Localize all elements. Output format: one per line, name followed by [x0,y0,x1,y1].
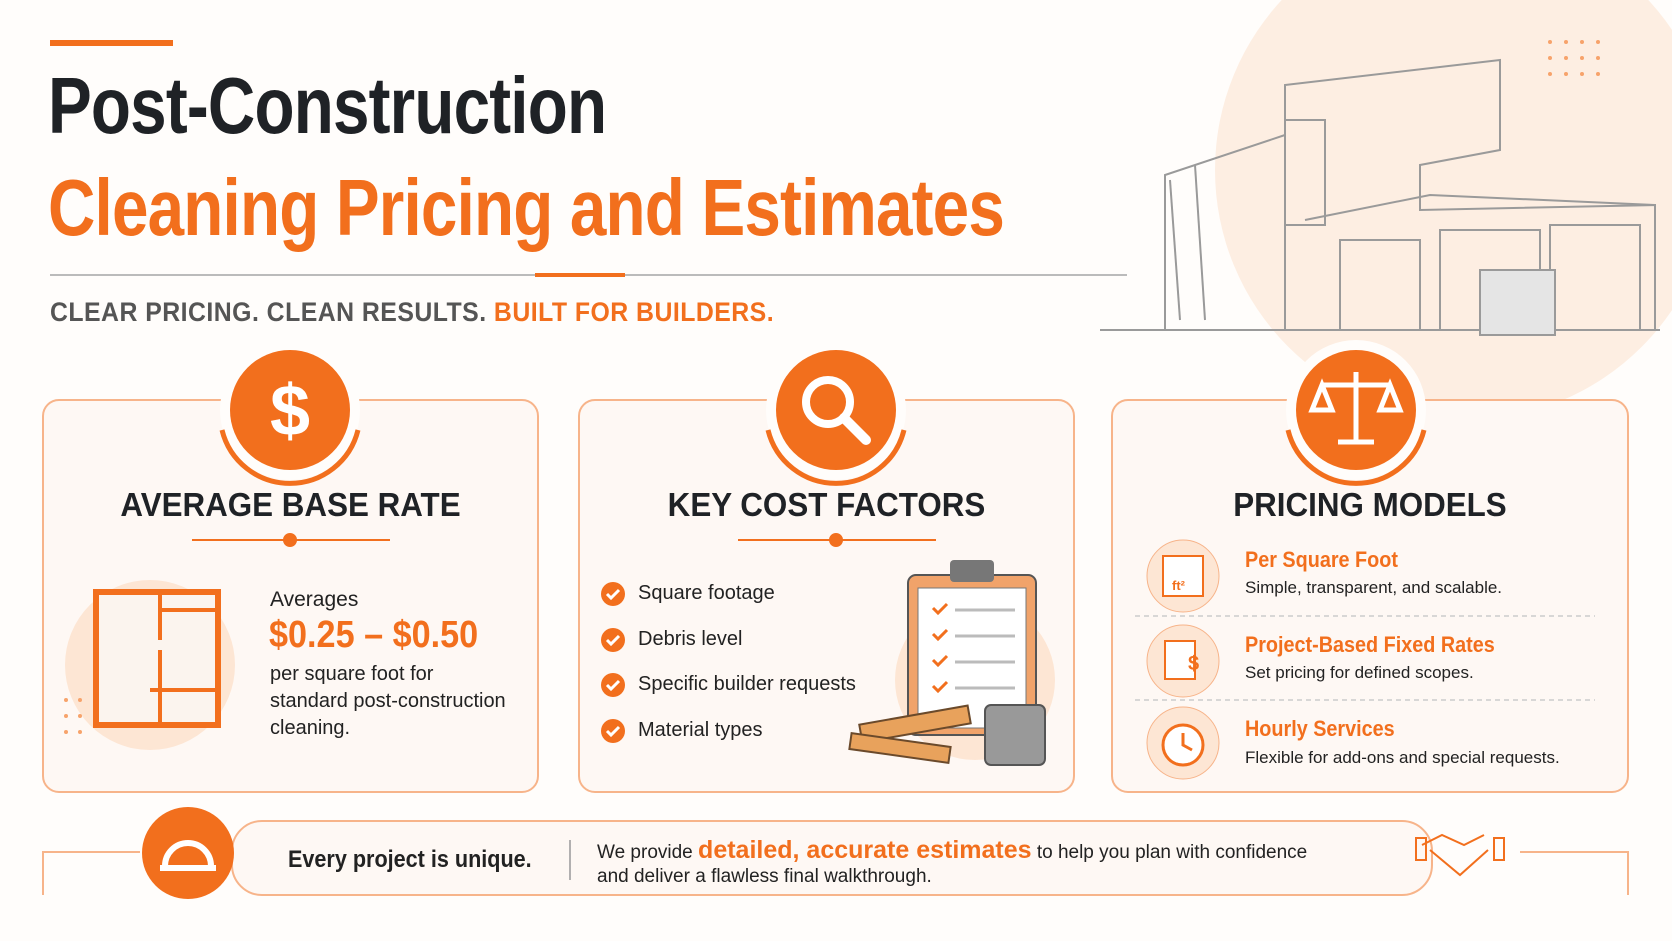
footer-frame [42,807,1629,899]
dot-grid [1548,40,1600,76]
rate-line: cleaning. [270,717,351,739]
footer-text: We provide detailed, accurate estimates … [597,836,1307,865]
rate-price: $0.25 – $0.50 [269,614,479,656]
footer-highlight: detailed, accurate estimates [698,836,1032,864]
card-title: KEY COST FACTORS [667,486,986,523]
title-line-2: Cleaning Pricing and Estimates [48,163,1005,252]
factor-item: Specific builder requests [638,673,856,695]
card-icons: $ [219,340,1427,486]
rate-line: standard post-construction [270,690,506,712]
factor-item: Material types [638,719,763,741]
footer-line2: and deliver a flawless final walkthrough… [597,866,932,887]
floor-plan [64,580,235,750]
model-desc: Flexible for add-ons and special request… [1245,748,1560,767]
check-icons [601,582,625,743]
footer-text-before: We provide [597,842,693,863]
tagline-accent: BUILT FOR BUILDERS. [493,297,775,327]
title-dividers [192,533,936,547]
model-desc: Simple, transparent, and scalable. [1245,578,1503,597]
accent-bar [50,40,173,46]
model-separators [1135,615,1595,701]
tagline: CLEAR PRICING. CLEAN RESULTS. BUILT FOR … [50,297,774,328]
svg-text:$: $ [1188,653,1199,675]
title-line-1: Post-Construction [48,61,607,150]
model-icons: $ [1146,539,1220,780]
model-name: Project-Based Fixed Rates [1245,632,1495,657]
footer-text-after: to help you plan with confidence [1036,842,1308,863]
model-name: Hourly Services [1245,716,1395,741]
ft2-label: ft² [1172,578,1185,593]
factor-item: Square footage [638,582,775,604]
model-desc: Set pricing for defined scopes. [1245,663,1474,682]
card-title: PRICING MODELS [1233,486,1507,523]
rate-line: per square foot for [270,663,434,685]
footer-lead: Every project is unique. [288,846,532,873]
card-title: AVERAGE BASE RATE [120,486,461,523]
svg-text:$: $ [270,371,310,451]
clipboard-illustration [848,560,1055,766]
rate-description: per square foot for standard post-constr… [270,661,506,742]
model-name: Per Square Foot [1245,547,1398,572]
rate-intro: Averages [270,588,359,611]
building-sketch [1100,58,1660,336]
tagline-text: CLEAR PRICING. CLEAN RESULTS. [50,297,487,327]
factor-item: Debris level [638,628,743,650]
